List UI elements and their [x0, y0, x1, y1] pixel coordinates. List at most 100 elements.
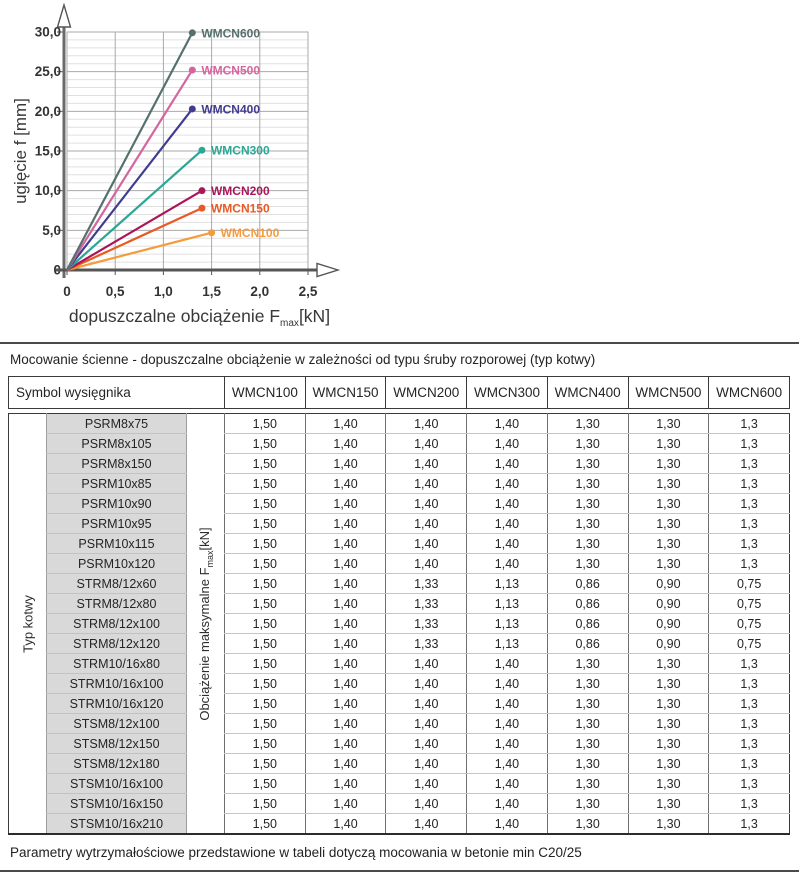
load-value-cell: 1,50 [224, 653, 306, 674]
load-value-cell: 1,3 [708, 553, 790, 574]
load-value-cell: 1,40 [304, 633, 386, 654]
y-tick-label: 15,0 [35, 144, 61, 159]
load-value-cell: 1,40 [304, 813, 386, 834]
load-table-header: Symbol wysięgnika WMCN100 WMCN150 WMCN200 W… [8, 376, 790, 409]
load-value-cell: 1,50 [224, 813, 306, 834]
load-value-cell: 1,50 [224, 593, 306, 614]
load-value-cell: 1,40 [466, 813, 548, 834]
chart-deflection-vs-load: 05,010,015,020,025,030,000,51,01,52,02,5… [0, 0, 799, 340]
model-header-cell: WMCN200 [385, 376, 468, 409]
load-value-cell: 1,30 [627, 733, 709, 754]
load-value-cell: 1,50 [224, 793, 306, 814]
load-value-cell: 1,40 [385, 673, 467, 694]
load-value-cell: 1,3 [708, 753, 790, 774]
model-header-cell: WMCN600 [708, 376, 790, 409]
load-value-cell: 1,30 [546, 653, 629, 674]
load-value-cell: 1,13 [466, 633, 548, 654]
series-label-WMCN400: WMCN400 [201, 102, 260, 116]
anchor-type-cell: PSRM10x90 [46, 493, 187, 514]
anchor-type-cell: STRM8/12x60 [46, 573, 187, 594]
load-value-cell: 1,3 [708, 513, 790, 534]
load-value-cell: 0,90 [627, 593, 709, 614]
load-value-cell: 1,30 [627, 433, 709, 454]
load-value-cell: 1,40 [304, 773, 386, 794]
load-value-cell: 1,40 [304, 793, 386, 814]
table-row: STRM10/16x80 1,50 1,40 1,40 1,40 1,30 1,30 1,3 [9, 653, 790, 674]
load-value-cell: 0,86 [546, 593, 629, 614]
load-value-cell: 0,75 [708, 573, 790, 594]
series-marker-WMCN600 [188, 29, 196, 37]
series-line-WMCN400 [66, 108, 194, 271]
series-line-WMCN600 [66, 32, 194, 271]
header-row: Symbol wysięgnika WMCN100 WMCN150 WMCN200 W… [8, 376, 790, 409]
load-value-cell: 1,50 [224, 573, 306, 594]
load-value-cell: 1,40 [304, 593, 386, 614]
table-row: STSM8/12x180 1,50 1,40 1,40 1,40 1,30 1,30 1,3 [9, 753, 790, 774]
series-marker-WMCN100 [208, 229, 216, 237]
row-group-label: Typ kotwy [20, 594, 35, 653]
load-value-cell: 1,30 [546, 813, 629, 834]
y-tick-label: 25,0 [35, 64, 61, 79]
load-value-cell: 1,40 [385, 533, 467, 554]
series-marker-WMCN150 [198, 204, 206, 212]
table-row: PSRM8x105 1,50 1,40 1,40 1,40 1,30 1,30 1,3 [9, 433, 790, 454]
load-value-cell: 1,30 [546, 513, 629, 534]
load-value-cell: 1,50 [224, 693, 306, 714]
series-label-WMCN500: WMCN500 [201, 64, 260, 78]
load-value-cell: 1,30 [627, 793, 709, 814]
y-tick-label: 5,0 [42, 223, 61, 238]
anchor-type-cell: STRM8/12x120 [46, 633, 187, 654]
load-value-cell: 1,50 [224, 413, 306, 434]
load-value-cell: 1,30 [546, 793, 629, 814]
load-value-cell: 1,33 [385, 633, 467, 654]
load-value-cell: 1,40 [466, 473, 548, 494]
load-value-cell: 1,40 [466, 553, 548, 574]
load-value-cell: 1,40 [304, 733, 386, 754]
anchor-type-cell: STRM10/16x100 [46, 673, 187, 694]
load-value-cell: 1,50 [224, 533, 306, 554]
load-value-cell: 1,30 [546, 733, 629, 754]
load-value-cell: 1,3 [708, 673, 790, 694]
load-value-cell: 1,13 [466, 613, 548, 634]
load-value-cell: 1,40 [466, 513, 548, 534]
series-line-WMCN100 [66, 231, 212, 272]
series-label-WMCN600: WMCN600 [201, 26, 260, 40]
load-value-cell: 1,40 [304, 473, 386, 494]
load-value-cell: 1,40 [466, 493, 548, 514]
anchor-type-cell: STRM8/12x80 [46, 593, 187, 614]
load-value-cell: 1,40 [466, 433, 548, 454]
load-value-cell: 1,50 [224, 753, 306, 774]
load-value-cell: 1,3 [708, 773, 790, 794]
load-value-cell: 1,50 [224, 513, 306, 534]
anchor-type-cell: PSRM10x95 [46, 513, 187, 534]
table-row: STSM8/12x150 1,50 1,40 1,40 1,40 1,30 1,30 1,3 [9, 733, 790, 754]
load-value-cell: 1,40 [385, 513, 467, 534]
load-value-cell: 1,30 [627, 493, 709, 514]
load-value-cell: 1,30 [627, 753, 709, 774]
load-value-cell: 1,40 [385, 713, 467, 734]
load-value-cell: 1,30 [546, 453, 629, 474]
table-row: PSRM10x90 1,50 1,40 1,40 1,40 1,30 1,30 1,3 [9, 493, 790, 514]
load-value-cell: 1,30 [546, 673, 629, 694]
load-value-cell: 1,40 [304, 493, 386, 514]
table-row: STSM10/16x150 1,50 1,40 1,40 1,40 1,30 1,30 1,3 [9, 793, 790, 814]
load-value-cell: 1,50 [224, 733, 306, 754]
table-row: STRM8/12x120 1,50 1,40 1,33 1,13 0,86 0,90 0,75 [9, 633, 790, 654]
load-value-cell: 1,40 [385, 553, 467, 574]
model-header-cell: WMCN400 [546, 376, 629, 409]
load-value-cell: 1,40 [466, 453, 548, 474]
load-value-cell: 1,30 [627, 813, 709, 834]
load-value-cell: 1,33 [385, 593, 467, 614]
series-marker-WMCN200 [198, 187, 206, 195]
load-value-cell: 1,40 [304, 433, 386, 454]
load-value-cell: 1,50 [224, 673, 306, 694]
anchor-type-cell: STRM8/12x100 [46, 613, 187, 634]
table-row: PSRM10x95 1,50 1,40 1,40 1,40 1,30 1,30 1,3 [9, 513, 790, 534]
y-axis-arrow [56, 2, 72, 28]
load-value-cell: 1,40 [304, 713, 386, 734]
load-unit-label-cell: Obciążenie maksymalne Fmax[kN] [186, 413, 225, 834]
table-row: PSRM10x85 1,50 1,40 1,40 1,40 1,30 1,30 1,3 [9, 473, 790, 494]
load-value-cell: 1,30 [627, 553, 709, 574]
x-tick-label: 0 [63, 284, 71, 299]
